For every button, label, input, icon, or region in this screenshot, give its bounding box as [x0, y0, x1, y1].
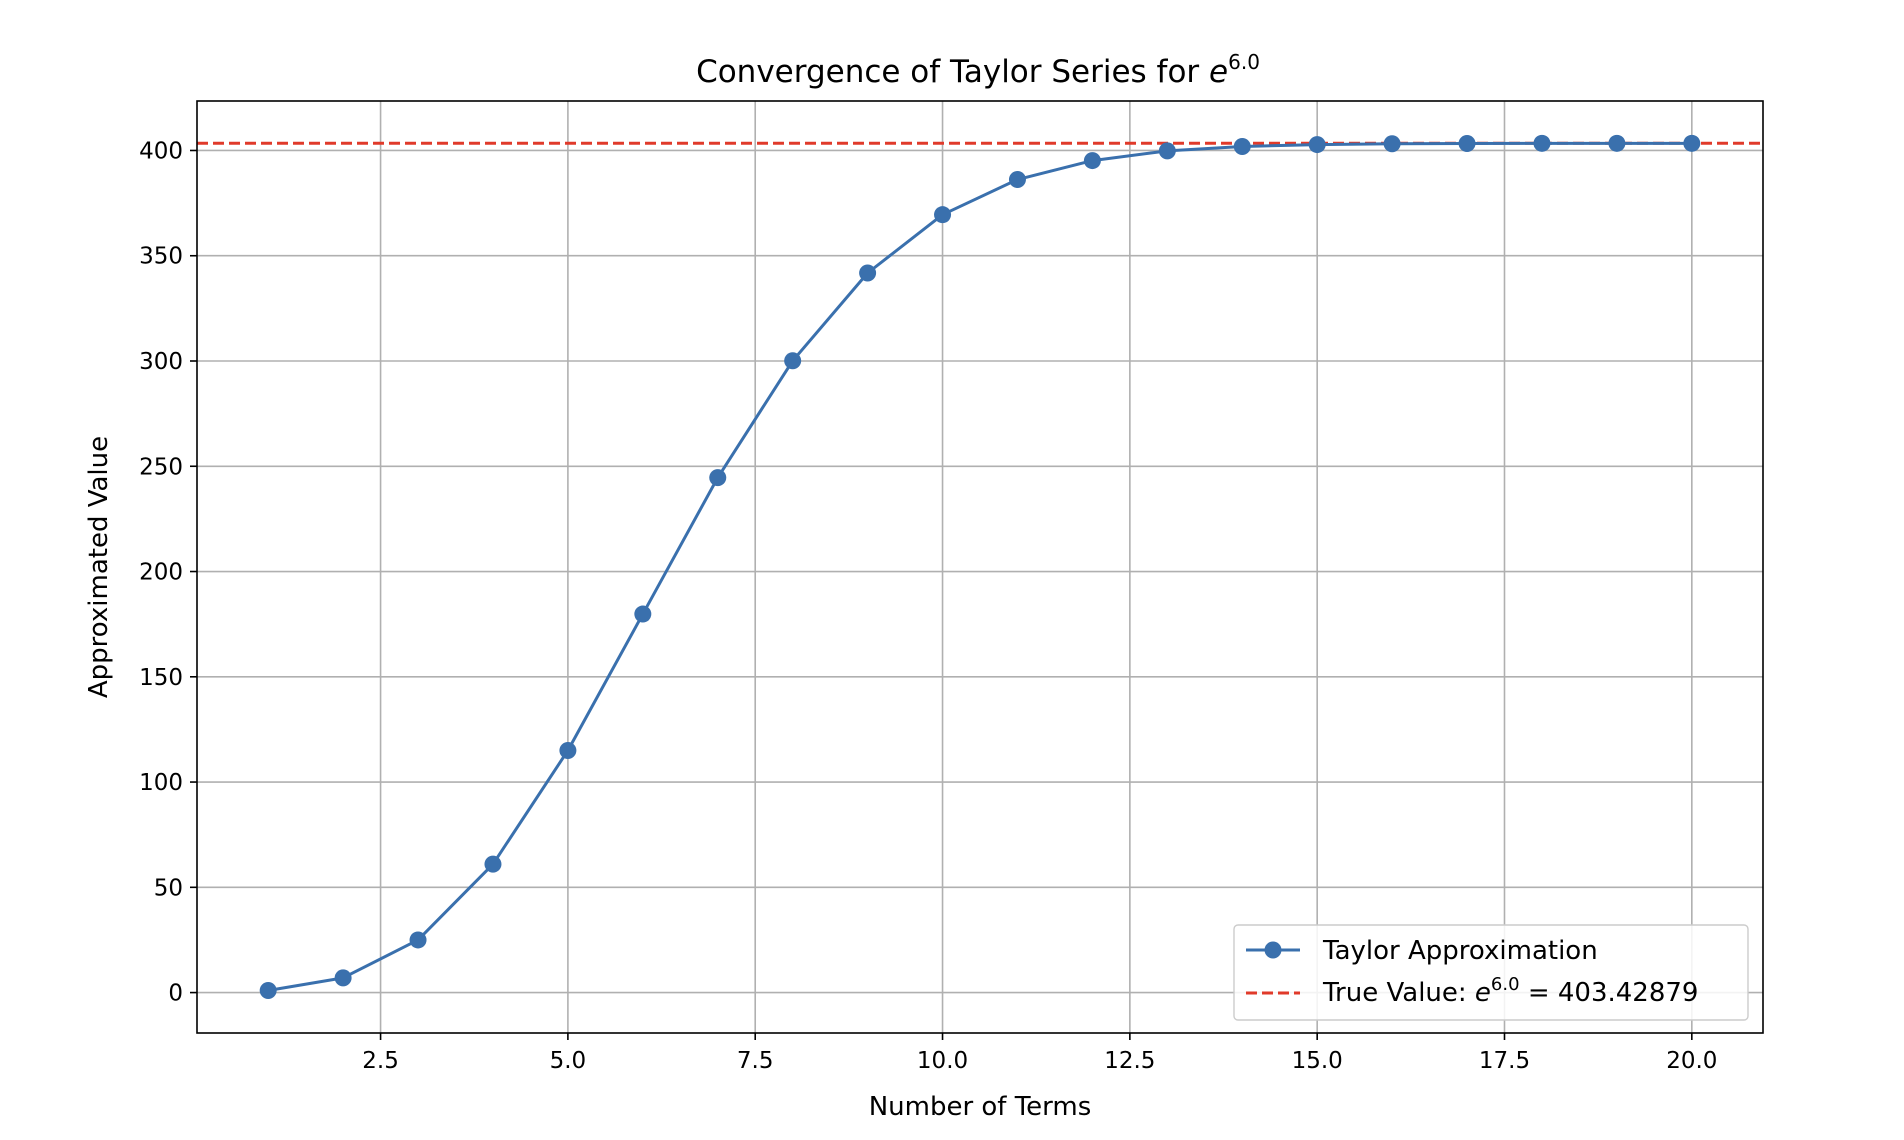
series-point	[1458, 135, 1476, 153]
x-axis-ticks: 2.5 5.0 7.5 10.0 12.5 15.0 17.5 20.0	[362, 1033, 1717, 1074]
x-tick-label: 5.0	[550, 1048, 587, 1074]
legend-box	[1233, 924, 1749, 1021]
series-point	[1308, 136, 1326, 154]
chart-title-math-exponent: 6.0	[1228, 50, 1260, 74]
x-tick-label: 2.5	[362, 1048, 399, 1074]
legend-reference-math-base: e	[1475, 978, 1491, 1008]
series-point	[784, 352, 802, 370]
series-point	[334, 969, 352, 987]
x-tick-label: 12.5	[1104, 1048, 1155, 1074]
y-tick-label: 100	[139, 770, 183, 796]
x-tick-label: 17.5	[1479, 1048, 1530, 1074]
y-tick-label: 200	[139, 560, 183, 586]
legend-reference-label: True Value: e6.0 = 403.42879	[1322, 974, 1698, 1008]
series-point	[1683, 134, 1701, 152]
y-tick-label: 50	[154, 875, 183, 901]
series-point	[1233, 137, 1251, 155]
x-axis-label: Number of Terms	[869, 1092, 1092, 1122]
series-point	[634, 605, 652, 623]
legend-reference-math-exponent: 6.0	[1491, 974, 1520, 995]
y-axis-label: Approximated Value	[84, 436, 114, 698]
legend-reference-prefix: True Value:	[1322, 978, 1475, 1008]
y-tick-label: 400	[139, 138, 183, 164]
series-point	[1608, 134, 1626, 152]
series-layer	[259, 134, 1701, 999]
y-tick-label: 0	[168, 981, 183, 1007]
x-tick-label: 10.0	[917, 1048, 968, 1074]
series-point	[1008, 171, 1026, 189]
series-point	[259, 981, 277, 999]
legend: Taylor Approximation True Value: e6.0 = …	[1233, 924, 1749, 1021]
chart-title-text: Convergence of Taylor Series for	[696, 54, 1209, 90]
series-point	[709, 469, 727, 487]
x-tick-label: 15.0	[1292, 1048, 1343, 1074]
chart-title: Convergence of Taylor Series for e6.0	[696, 50, 1260, 90]
series-point	[934, 206, 952, 224]
x-tick-label: 20.0	[1666, 1048, 1717, 1074]
chart-title-math-base: e	[1209, 54, 1228, 90]
y-tick-label: 150	[139, 665, 183, 691]
plot-frame	[196, 100, 1764, 1034]
grid-lines	[197, 101, 1763, 1033]
series-point	[859, 264, 877, 282]
series-point	[1533, 134, 1551, 152]
series-line	[267, 141, 1692, 992]
series-point	[559, 741, 577, 759]
x-tick-label: 7.5	[737, 1048, 774, 1074]
legend-series-label: Taylor Approximation	[1322, 936, 1598, 966]
legend-series-marker	[1264, 941, 1282, 959]
series-point	[484, 855, 502, 873]
legend-reference-suffix: = 403.42879	[1520, 978, 1699, 1008]
series-point	[409, 931, 427, 949]
series-point	[1083, 152, 1101, 170]
y-tick-label: 350	[139, 244, 183, 270]
y-tick-label: 300	[139, 349, 183, 375]
series-point	[1383, 135, 1401, 153]
y-tick-label: 250	[139, 454, 183, 480]
y-axis-ticks: 0 50 100 150 200 250 300 350 400	[139, 138, 197, 1007]
series-point	[1158, 142, 1176, 160]
